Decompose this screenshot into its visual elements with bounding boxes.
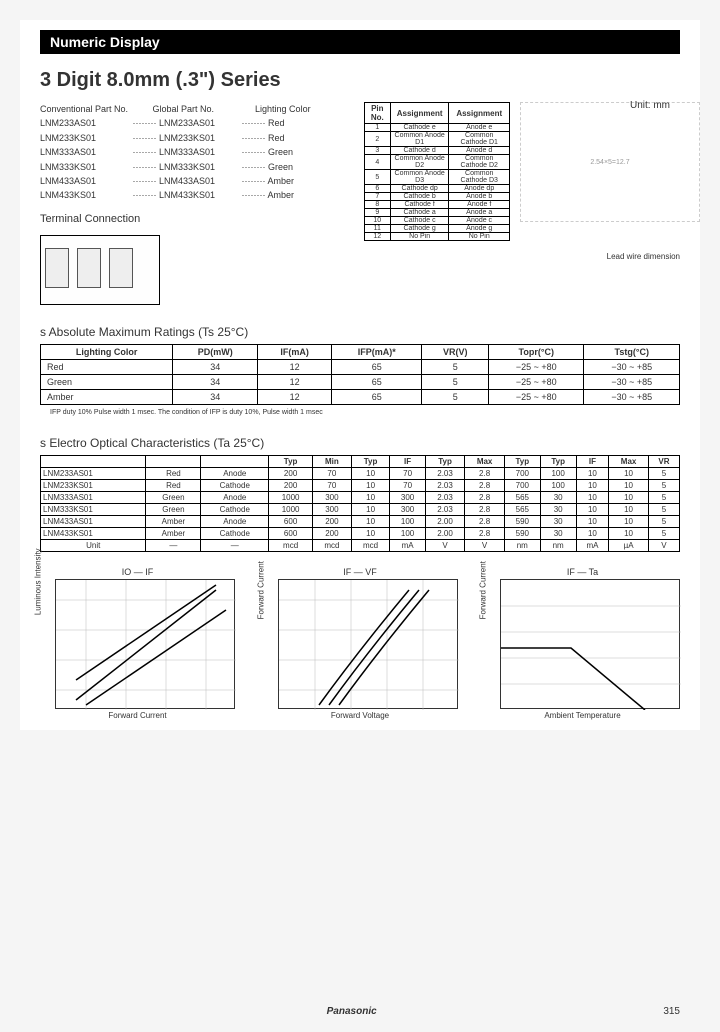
table-row: Amber3412655−25 ~ +80−30 ~ +85	[41, 389, 680, 404]
parts-h2: Lighting Color	[255, 102, 311, 116]
table-row: 4Common Anode D2Common Cathode D2	[364, 155, 509, 170]
chart3-y: Forward Current	[479, 561, 488, 619]
part-row: LNM433KS01 ········ LNM433KS01 ········ …	[40, 188, 334, 202]
part-row: LNM233KS01 ········ LNM233KS01 ········ …	[40, 131, 334, 145]
table-row: Green3412655−25 ~ +80−30 ~ +85	[41, 374, 680, 389]
chart-2: IF — VF Forward Current Forward Voltage	[263, 567, 458, 720]
unit-label: Unit: mm	[630, 100, 670, 111]
table-row: LNM233KS01RedCathode2007010702.032.87001…	[41, 479, 680, 491]
parts-h1: Global Part No.	[153, 102, 253, 116]
table-row: 9Cathode aAnode a	[364, 209, 509, 217]
display-diagram	[40, 235, 160, 305]
elec-title: s Electro Optical Characteristics (Ta 25…	[40, 436, 680, 450]
chart3-x: Ambient Temperature	[485, 711, 680, 720]
table-row: LNM233AS01RedAnode2007010702.032.8700100…	[41, 467, 680, 479]
table-row: 6Cathode dpAnode dp	[364, 185, 509, 193]
th-a2: Assignment	[449, 103, 510, 124]
chart1-title: IO — IF	[40, 567, 235, 577]
chart1-x: Forward Current	[40, 711, 235, 720]
chart2-x: Forward Voltage	[263, 711, 458, 720]
table-row: LNM333KS01GreenCathode1000300103002.032.…	[41, 503, 680, 515]
chart3-title: IF — Ta	[485, 567, 680, 577]
part-row: LNM433AS01 ········ LNM433AS01 ········ …	[40, 174, 334, 188]
page-title: 3 Digit 8.0mm (.3") Series	[40, 69, 680, 92]
table-row: LNM433KS01AmberCathode600200101002.002.8…	[41, 527, 680, 539]
terminal-table: Pin No. Assignment Assignment 1Cathode e…	[364, 102, 510, 241]
table-row: 1Cathode eAnode e	[364, 124, 509, 132]
unit-row: Unit——mcdmcdmcdmAVVnmnmmAµAV	[41, 539, 680, 551]
table-row: 5Common Anode D3Common Cathode D3	[364, 170, 509, 185]
terminal-title: Terminal Connection	[40, 213, 334, 225]
elec-table: TypMinTypIFTypMaxTypTypIFMaxVR LNM233AS0…	[40, 455, 680, 552]
dimension-diagram: 2.54×5=12.7	[520, 102, 700, 222]
table-row: 10Cathode cAnode c	[364, 217, 509, 225]
table-row: LNM433AS01AmberAnode600200101002.002.859…	[41, 515, 680, 527]
abs-max-title: s Absolute Maximum Ratings (Ts 25°C)	[40, 325, 680, 339]
part-row: LNM333KS01 ········ LNM333KS01 ········ …	[40, 160, 334, 174]
table-row: LNM333AS01GreenAnode1000300103002.032.85…	[41, 491, 680, 503]
chart1-box: Luminous Intensity	[55, 579, 235, 709]
th-pin: Pin No.	[364, 103, 390, 124]
table-row: 11Cathode gAnode g	[364, 225, 509, 233]
th-a1: Assignment	[390, 103, 449, 124]
abs-footnote: IFP duty 10% Pulse width 1 msec. The con…	[50, 409, 680, 416]
table-row: 2Common Anode D1Common Cathode D1	[364, 132, 509, 147]
chart-1: IO — IF Luminous Intensity Forward Curre…	[40, 567, 235, 720]
table-row: Red3412655−25 ~ +80−30 ~ +85	[41, 359, 680, 374]
dim-total: 2.54×5=12.7	[590, 159, 629, 166]
table-row: 7Cathode bAnode b	[364, 193, 509, 201]
part-row: LNM233AS01 ········ LNM233AS01 ········ …	[40, 116, 334, 130]
header-bar: Numeric Display	[40, 30, 680, 54]
chart-3: IF — Ta Forward Current Ambient Temperat…	[485, 567, 680, 720]
chart2-title: IF — VF	[263, 567, 458, 577]
chart2-y: Forward Current	[256, 561, 265, 619]
charts-row: IO — IF Luminous Intensity Forward Curre…	[40, 567, 680, 720]
abs-max-table: Lighting ColorPD(mW)IF(mA)IFP(mA)*VR(V)T…	[40, 344, 680, 405]
part-list: Conventional Part No. Global Part No. Li…	[40, 102, 334, 203]
chart3-box: Forward Current	[500, 579, 680, 709]
parts-h0: Conventional Part No.	[40, 102, 150, 116]
lead-wire-label: Lead wire dimension	[520, 252, 680, 261]
table-row: 12No PinNo Pin	[364, 233, 509, 241]
part-row: LNM333AS01 ········ LNM333AS01 ········ …	[40, 145, 334, 159]
chart1-y: Luminous Intensity	[34, 548, 43, 615]
table-row: 3Cathode dAnode d	[364, 147, 509, 155]
chart2-box: Forward Current	[278, 579, 458, 709]
table-row: 8Cathode fAnode f	[364, 201, 509, 209]
